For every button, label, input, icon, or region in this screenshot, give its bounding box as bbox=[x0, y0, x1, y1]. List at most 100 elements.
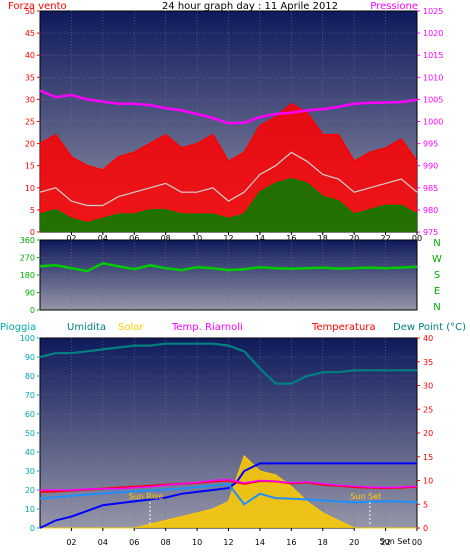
x-tick-label-06: 06 bbox=[129, 538, 139, 547]
x-tick-label-00: 00 bbox=[412, 234, 422, 243]
x-tick-label-10: 10 bbox=[192, 538, 202, 547]
legend-item-5: Dew Point (°C) bbox=[393, 322, 466, 333]
x-tick-label-16: 16 bbox=[286, 538, 296, 547]
gust-series-line bbox=[39, 102, 418, 171]
humidity-series-line bbox=[39, 342, 417, 385]
compass-label-0: N bbox=[433, 238, 440, 249]
direction-y-tick-label: 180 bbox=[20, 271, 35, 280]
x-tick-label-12: 12 bbox=[223, 538, 233, 547]
x-tick-label-14: 14 bbox=[255, 234, 265, 243]
chart-title: 24 hour graph day : 11 Aprile 2012 bbox=[162, 1, 338, 12]
wind-x-ticks: 02 04 06 08 10 12 14 16 18 20 22 00 bbox=[66, 232, 422, 243]
pressure-axis-label: Pressione bbox=[370, 1, 418, 12]
temp-riarnoli-series-line bbox=[40, 478, 418, 491]
min-wind-series-line bbox=[39, 178, 418, 225]
pressure-y-tick-label: 985 bbox=[423, 184, 438, 193]
rain-y-tick-label: 60 bbox=[25, 410, 35, 419]
direction-y-tick-label: 360 bbox=[20, 236, 35, 245]
temp-y-tick-label: 0 bbox=[423, 524, 428, 533]
compass-label-1: W bbox=[432, 254, 442, 265]
rain-y-tick-label: 70 bbox=[25, 391, 35, 400]
pressure-y-tick-label: 995 bbox=[423, 140, 438, 149]
wind-gridlines bbox=[40, 11, 417, 232]
rain-y-tick-label: 80 bbox=[25, 372, 35, 381]
x-tick-label-18: 18 bbox=[318, 234, 328, 243]
pressure-y-tick-label: 975 bbox=[423, 228, 438, 237]
pressure-y-tick-label: 980 bbox=[423, 206, 438, 215]
legend-item-3: Temp. Riarnoli bbox=[171, 322, 243, 333]
pressure-y-tick-label: 1000 bbox=[423, 118, 443, 127]
x-tick-label-20: 20 bbox=[349, 234, 359, 243]
direction-y-tick-label: 90 bbox=[25, 289, 35, 298]
wind-y-tick-label: 40 bbox=[25, 51, 35, 60]
temp-y-tick-label: 10 bbox=[423, 477, 433, 486]
x-tick-label-02: 02 bbox=[66, 538, 76, 547]
temp-y-tick-label: 30 bbox=[423, 382, 433, 391]
x-tick-label-22: 22 bbox=[380, 234, 390, 243]
x-tick-label-00: 00 bbox=[412, 538, 422, 547]
temp-y-tick-label: 35 bbox=[423, 358, 433, 367]
pressure-y-tick-label: 990 bbox=[423, 162, 438, 171]
solar-series-area bbox=[40, 455, 417, 528]
rain-y-tick-label: 90 bbox=[25, 353, 35, 362]
wind-y-tick-label: 20 bbox=[25, 140, 35, 149]
compass-label-2: S bbox=[434, 270, 440, 281]
sun-annotation-1: Sun Set bbox=[350, 492, 381, 501]
temp-series bbox=[39, 342, 418, 529]
wind-y-ticks: 0 5 10 15 20 25 30 35 40 45 50 bbox=[25, 7, 40, 237]
x-tick-label-10: 10 bbox=[192, 234, 202, 243]
wind-y-tick-label: 25 bbox=[25, 118, 35, 127]
x-tick-label-08: 08 bbox=[161, 538, 171, 547]
wind-y-tick-label: 15 bbox=[25, 162, 35, 171]
avg-wind-series-line bbox=[39, 151, 418, 207]
wind-y-tick-label: 5 bbox=[30, 206, 35, 215]
wind-y-tick-label: 45 bbox=[25, 29, 35, 38]
compass-label-4: N bbox=[433, 302, 440, 313]
pressure-y-tick-label: 1010 bbox=[423, 73, 443, 82]
pressure-series-line bbox=[39, 89, 418, 125]
direction-series-line bbox=[39, 261, 418, 273]
wind-axis-label: Forza vento bbox=[8, 1, 67, 12]
x-tick-label-22: 22 bbox=[380, 538, 390, 547]
temp-humidity-chart: Pioggia Umidita Solar Temp. Riarnoli Tempera… bbox=[0, 322, 466, 547]
wind-y-tick-label: 35 bbox=[25, 73, 35, 82]
rain-y-tick-label: 50 bbox=[25, 429, 35, 438]
x-tick-label-04: 04 bbox=[98, 538, 108, 547]
pressure-y-tick-label: 1015 bbox=[423, 51, 443, 60]
temp-y-tick-label: 20 bbox=[423, 429, 433, 438]
rain-y-tick-label: 40 bbox=[25, 448, 35, 457]
temp-y-tick-label: 40 bbox=[423, 334, 433, 343]
direction-plot-area bbox=[39, 239, 418, 311]
wind-y-tick-label: 50 bbox=[25, 7, 35, 16]
pressure-y-ticks: 975 980 985 990 995 1000 1005 1010 1015 1020 1025 bbox=[417, 7, 443, 237]
x-tick-label-18: 18 bbox=[318, 538, 328, 547]
x-extra-label: Sun Set bbox=[380, 537, 411, 546]
x-tick-label-14: 14 bbox=[255, 538, 265, 547]
pressure-y-tick-label: 1025 bbox=[423, 7, 443, 16]
legend-item-0: Pioggia bbox=[0, 322, 36, 333]
direction-series bbox=[39, 261, 418, 273]
rain-y-tick-label: 10 bbox=[25, 505, 35, 514]
direction-y-ticks: 0 90 180 270 360 bbox=[20, 236, 40, 315]
pressure-y-tick-label: 1020 bbox=[423, 29, 443, 38]
wind-pressure-chart: Forza vento 24 hour graph day : 11 April… bbox=[8, 1, 443, 243]
x-tick-label-06: 06 bbox=[129, 234, 139, 243]
x-tick-label-04: 04 bbox=[98, 234, 108, 243]
temperature-y-ticks: 0 5 10 15 20 25 30 35 40 bbox=[417, 334, 433, 533]
sun-annotation-0: Sun Rise bbox=[129, 492, 164, 501]
x-tick-label-02: 02 bbox=[66, 234, 76, 243]
direction-y-tick-label: 270 bbox=[20, 254, 35, 263]
wind-y-tick-label: 0 bbox=[30, 228, 35, 237]
solar-series-line bbox=[40, 454, 417, 529]
rain-humidity-y-ticks: 0 10 20 30 40 50 60 70 80 90 100 bbox=[20, 334, 40, 533]
temp-y-tick-label: 25 bbox=[423, 405, 433, 414]
x-tick-label-20: 20 bbox=[349, 538, 359, 547]
legend: Pioggia Umidita Solar Temp. Riarnoli Tempera… bbox=[0, 322, 466, 333]
rain-y-tick-label: 20 bbox=[25, 486, 35, 495]
rain-y-tick-label: 30 bbox=[25, 467, 35, 476]
pressure-y-tick-label: 1005 bbox=[423, 95, 443, 104]
legend-item-1: Umidita bbox=[67, 322, 106, 333]
